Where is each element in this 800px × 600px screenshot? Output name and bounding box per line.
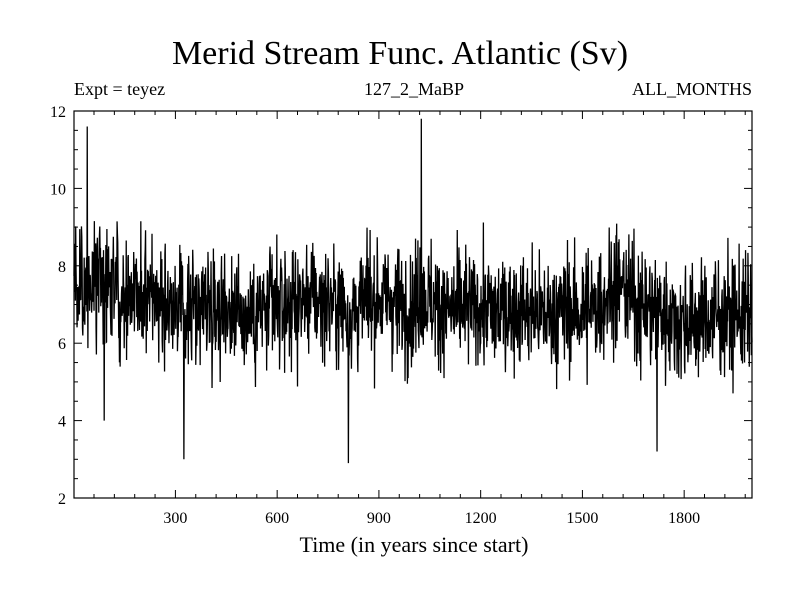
- x-tick-label: 600: [265, 510, 289, 527]
- series-layer: [73, 118, 753, 464]
- series-line: [73, 118, 753, 464]
- x-tick-label: 1200: [465, 510, 497, 527]
- chart-title: Merid Stream Func. Atlantic (Sv): [171, 35, 629, 72]
- axes-layer: 2 4 6 8 10 12 300 600 900 1200 1500 1800: [50, 104, 753, 527]
- x-tick-label: 300: [163, 510, 187, 527]
- experiment-label: Expt = teyez: [74, 79, 166, 99]
- y-tick-label: 8: [58, 259, 66, 276]
- y-tick-label: 4: [58, 414, 66, 431]
- y-tick-label: 12: [50, 104, 66, 121]
- x-axis-label: Time (in years since start): [299, 532, 529, 557]
- y-tick-label: 10: [50, 181, 66, 198]
- x-tick-label: 1800: [668, 510, 700, 527]
- x-tick-label: 900: [367, 510, 391, 527]
- run-label: 127_2_MaBP: [363, 79, 464, 99]
- y-tick-label: 6: [58, 336, 66, 353]
- y-tick-label: 2: [58, 491, 66, 508]
- x-tick-label: 1500: [566, 510, 598, 527]
- months-label: ALL_MONTHS: [632, 79, 752, 99]
